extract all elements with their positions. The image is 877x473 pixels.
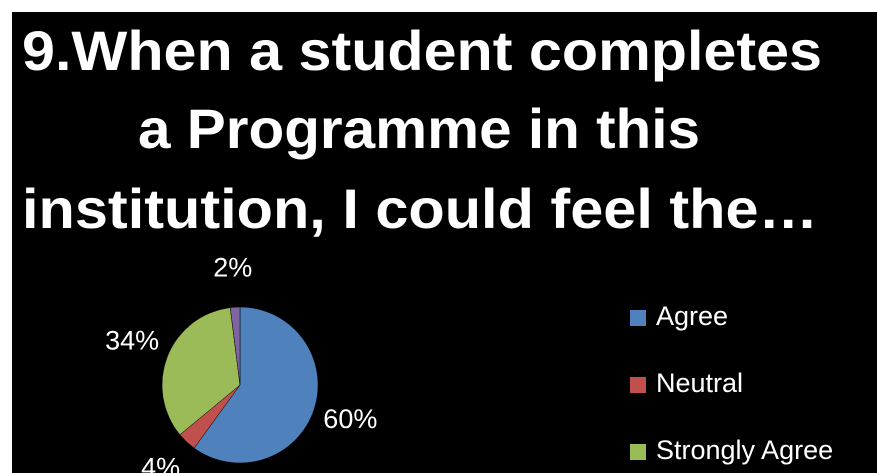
data-label: 34% xyxy=(105,325,159,355)
chart-title: a Programme in this xyxy=(138,97,700,160)
chart-title: 9.When a student completes xyxy=(22,19,822,82)
pie-slice xyxy=(229,306,241,386)
data-label: 4% xyxy=(141,453,180,473)
pie-slice xyxy=(161,307,241,436)
data-label: 2% xyxy=(213,252,252,282)
legend-swatch xyxy=(630,310,646,326)
legend-label: Neutral xyxy=(656,368,743,398)
data-label: 60% xyxy=(323,404,377,434)
legend-label: Agree xyxy=(656,301,728,331)
legend-label: Strongly Agree xyxy=(656,435,833,465)
legend-swatch xyxy=(630,444,646,460)
legend-swatch xyxy=(630,377,646,393)
pie-slice xyxy=(193,306,319,464)
chart-title: institution, I could feel the… xyxy=(22,177,818,240)
slide-background xyxy=(12,12,877,473)
